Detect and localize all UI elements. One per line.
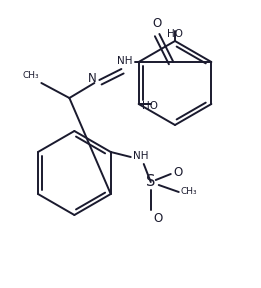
Text: O: O (174, 166, 183, 179)
Text: S: S (146, 175, 156, 190)
Text: NH: NH (117, 56, 132, 66)
Text: O: O (154, 212, 163, 225)
Text: N: N (88, 73, 96, 86)
Text: NH: NH (133, 151, 148, 161)
Text: O: O (153, 17, 162, 30)
Text: CH₃: CH₃ (181, 187, 197, 196)
Text: HO: HO (167, 29, 183, 39)
Text: CH₃: CH₃ (23, 71, 39, 80)
Text: HO: HO (142, 101, 158, 111)
